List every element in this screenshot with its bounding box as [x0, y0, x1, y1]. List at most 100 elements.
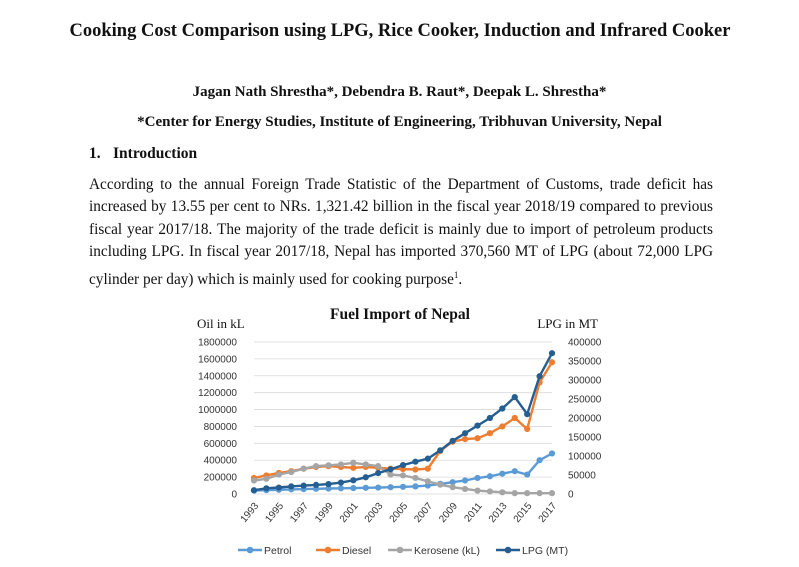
y-left-tick-label: 1000000 — [198, 405, 237, 416]
y-left-tick-label: 200000 — [204, 473, 238, 484]
data-point — [524, 411, 531, 418]
series-line — [253, 361, 554, 480]
data-point — [548, 350, 556, 357]
data-point — [474, 487, 481, 494]
data-point — [362, 461, 369, 468]
data-point — [288, 468, 295, 476]
data-point — [437, 447, 444, 454]
y-right-tick-label: 200000 — [568, 414, 602, 425]
data-point — [499, 489, 506, 496]
y-left-tick-label: 1800000 — [198, 338, 237, 349]
x-tick-label: 2009 — [437, 501, 460, 525]
data-point — [387, 471, 394, 478]
y-left-tick-label: 600000 — [204, 439, 238, 450]
y-right-tick-label: 350000 — [568, 357, 602, 368]
data-point — [486, 473, 494, 480]
x-tick-label: 2015 — [512, 501, 535, 525]
section-heading: 1. Introduction — [89, 145, 197, 163]
data-point — [412, 466, 419, 473]
y-left-tick-label: 1200000 — [198, 388, 237, 399]
y-right-tick-label: 50000 — [568, 471, 596, 482]
data-point — [337, 461, 345, 468]
data-point — [337, 479, 345, 486]
data-point — [250, 487, 258, 494]
footnote-marker: 1 — [453, 269, 459, 280]
legend-label: Kerosene (kL) — [414, 545, 480, 557]
y-left-tick-label: 800000 — [204, 422, 238, 433]
x-tick-label: 2001 — [338, 501, 361, 525]
data-point — [412, 474, 419, 482]
y-left-tick-label: 1600000 — [198, 354, 237, 365]
legend-swatch-marker — [246, 546, 254, 554]
data-point — [263, 485, 270, 492]
data-point — [263, 475, 270, 482]
data-point — [325, 481, 332, 488]
section-title: Introduction — [113, 145, 198, 162]
data-point — [288, 483, 295, 490]
data-point — [350, 464, 357, 471]
data-point — [399, 472, 407, 479]
x-tick-label: 2013 — [487, 501, 510, 525]
data-point — [548, 490, 556, 497]
data-point — [449, 484, 456, 491]
x-tick-label: 1995 — [263, 501, 286, 525]
data-point — [474, 474, 481, 482]
data-point — [350, 484, 357, 492]
legend-swatch-marker — [324, 546, 332, 554]
data-point — [511, 414, 518, 422]
data-point — [511, 490, 518, 497]
data-point — [375, 484, 382, 491]
data-point — [424, 478, 431, 485]
data-point — [536, 490, 543, 497]
x-tick-label: 2007 — [412, 501, 435, 525]
data-point — [412, 458, 419, 465]
legend-label: LPG (MT) — [522, 545, 568, 557]
data-point — [424, 455, 431, 462]
y-right-tick-label: 150000 — [568, 433, 602, 444]
x-tick-label: 1993 — [239, 501, 262, 525]
data-point — [437, 481, 444, 488]
y-right-tick-label: 0 — [568, 490, 574, 501]
chart-plot: 1800000160000014000001200000100000080000… — [198, 338, 602, 558]
x-tick-label: 1997 — [288, 501, 311, 525]
data-point — [461, 430, 469, 437]
paper-authors: Jagan Nath Shrestha*, Debendra B. Raut*,… — [192, 84, 607, 100]
data-point — [312, 463, 320, 470]
data-point — [461, 477, 469, 484]
data-point — [499, 423, 506, 430]
chart-title: Fuel Import of Nepal — [330, 306, 470, 323]
data-point — [524, 471, 531, 478]
y-right-tick-label: 250000 — [568, 395, 602, 406]
x-tick-label: 2017 — [537, 501, 560, 525]
y-right-tick-label: 100000 — [568, 452, 602, 463]
data-point — [461, 436, 469, 443]
x-tick-label: 1999 — [313, 501, 336, 525]
data-point — [300, 465, 307, 472]
data-point — [275, 471, 282, 478]
data-point — [399, 462, 407, 469]
data-point — [412, 483, 419, 490]
data-point — [275, 484, 282, 491]
data-point — [424, 465, 431, 472]
data-point — [461, 485, 469, 493]
data-point — [312, 481, 320, 488]
data-point — [499, 470, 506, 477]
data-point — [449, 479, 456, 486]
data-point — [449, 437, 456, 444]
y-left-tick-label: 0 — [231, 490, 237, 501]
data-point — [486, 430, 494, 437]
data-point — [362, 484, 369, 491]
data-point — [387, 484, 394, 491]
data-point — [499, 405, 506, 412]
paragraph-text: According to the annual Foreign Trade St… — [89, 176, 713, 288]
section-number: 1. — [89, 145, 101, 162]
data-point — [548, 450, 556, 457]
data-point — [536, 373, 543, 380]
legend-label: Petrol — [264, 545, 291, 557]
data-point — [250, 477, 258, 484]
data-point — [536, 457, 543, 464]
data-point — [375, 463, 382, 470]
data-point — [486, 414, 494, 422]
data-point — [548, 359, 556, 366]
legend-swatch-marker — [396, 546, 404, 554]
